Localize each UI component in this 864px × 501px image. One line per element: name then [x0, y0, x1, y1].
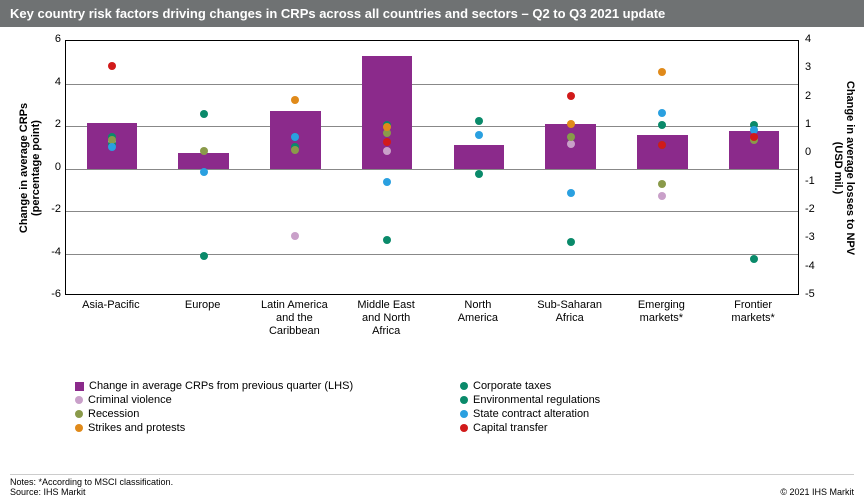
x-label: NorthAmerica [438, 299, 518, 325]
y-tick-left: 6 [31, 33, 61, 45]
copyright-text: © 2021 IHS Markit [780, 487, 854, 497]
y-tick-right: 3 [805, 61, 835, 73]
right-axis-title: Change in average losses to NPV(USD mil.… [832, 68, 856, 268]
data-point [658, 121, 666, 129]
data-point [567, 238, 575, 246]
legend-marker [460, 396, 468, 404]
y-tick-left: -2 [31, 203, 61, 215]
data-point [475, 170, 483, 178]
legend-marker [75, 410, 83, 418]
chart-container: Key country risk factors driving changes… [0, 0, 864, 501]
data-point [291, 133, 299, 141]
footer: Notes: *According to MSCI classification… [10, 474, 854, 497]
data-point [383, 147, 391, 155]
y-tick-right: -3 [805, 231, 835, 243]
data-point [291, 96, 299, 104]
y-tick-left: -6 [31, 288, 61, 300]
legend-item: Change in average CRPs from previous qua… [75, 380, 353, 392]
legend-item: Corporate taxes [460, 380, 600, 392]
legend-label: Strikes and protests [88, 422, 185, 434]
x-label: Asia-Pacific [71, 299, 151, 312]
data-point [200, 252, 208, 260]
legend-marker [460, 382, 468, 390]
data-point [291, 146, 299, 154]
plot-area [65, 40, 799, 295]
legend-item: Capital transfer [460, 422, 600, 434]
data-point [750, 255, 758, 263]
legend-label: Criminal violence [88, 394, 172, 406]
legend-label: Capital transfer [473, 422, 548, 434]
data-point [750, 133, 758, 141]
legend-marker [75, 396, 83, 404]
y-tick-right: -2 [805, 203, 835, 215]
y-tick-left: -4 [31, 246, 61, 258]
data-point [200, 147, 208, 155]
source-text: Source: IHS Markit [10, 487, 173, 497]
legend-label: Recession [88, 408, 139, 420]
legend-item: Environmental regulations [460, 394, 600, 406]
data-point [658, 180, 666, 188]
y-tick-right: 1 [805, 118, 835, 130]
data-point [383, 123, 391, 131]
data-point [291, 232, 299, 240]
legend-marker [75, 382, 84, 391]
bar [637, 135, 687, 169]
data-point [200, 110, 208, 118]
legend-marker [460, 424, 468, 432]
y-tick-right: -1 [805, 175, 835, 187]
data-point [108, 143, 116, 151]
legend-col-2: Corporate taxes Environmental regulations… [460, 380, 600, 436]
y-tick-right: 2 [805, 90, 835, 102]
data-point [108, 62, 116, 70]
data-point [383, 138, 391, 146]
legend-label: Change in average CRPs from previous qua… [89, 380, 353, 392]
x-label: Europe [163, 299, 243, 312]
data-point [383, 236, 391, 244]
data-point [658, 192, 666, 200]
data-point [567, 140, 575, 148]
y-tick-right: -5 [805, 288, 835, 300]
y-tick-left: 4 [31, 76, 61, 88]
legend-label: Corporate taxes [473, 380, 551, 392]
data-point [567, 189, 575, 197]
x-label: Frontiermarkets* [713, 299, 793, 325]
chart-title: Key country risk factors driving changes… [0, 0, 864, 27]
legend-item: Strikes and protests [75, 422, 353, 434]
y-tick-left: 2 [31, 118, 61, 130]
legend-item: Recession [75, 408, 353, 420]
legend-marker [460, 410, 468, 418]
y-tick-right: -4 [805, 260, 835, 272]
notes-text: Notes: *According to MSCI classification… [10, 477, 173, 487]
legend-label: Environmental regulations [473, 394, 600, 406]
x-label: Sub-SaharanAfrica [530, 299, 610, 325]
y-tick-left: 0 [31, 161, 61, 173]
legend-label: State contract alteration [473, 408, 589, 420]
y-tick-right: 0 [805, 146, 835, 158]
data-point [567, 133, 575, 141]
data-point [475, 131, 483, 139]
x-label: Latin Americaand theCaribbean [254, 299, 334, 339]
legend-item: State contract alteration [460, 408, 600, 420]
data-point [383, 178, 391, 186]
bar [454, 145, 504, 168]
legend-col-1: Change in average CRPs from previous qua… [75, 380, 353, 436]
data-point [200, 168, 208, 176]
data-point [475, 117, 483, 125]
legend-item: Criminal violence [75, 394, 353, 406]
data-point [658, 68, 666, 76]
data-point [658, 141, 666, 149]
legend-marker [75, 424, 83, 432]
y-tick-right: 4 [805, 33, 835, 45]
data-point [567, 92, 575, 100]
data-point [658, 109, 666, 117]
x-label: Emergingmarkets* [621, 299, 701, 325]
bar [178, 153, 228, 169]
data-point [567, 120, 575, 128]
x-label: Middle Eastand NorthAfrica [346, 299, 426, 339]
